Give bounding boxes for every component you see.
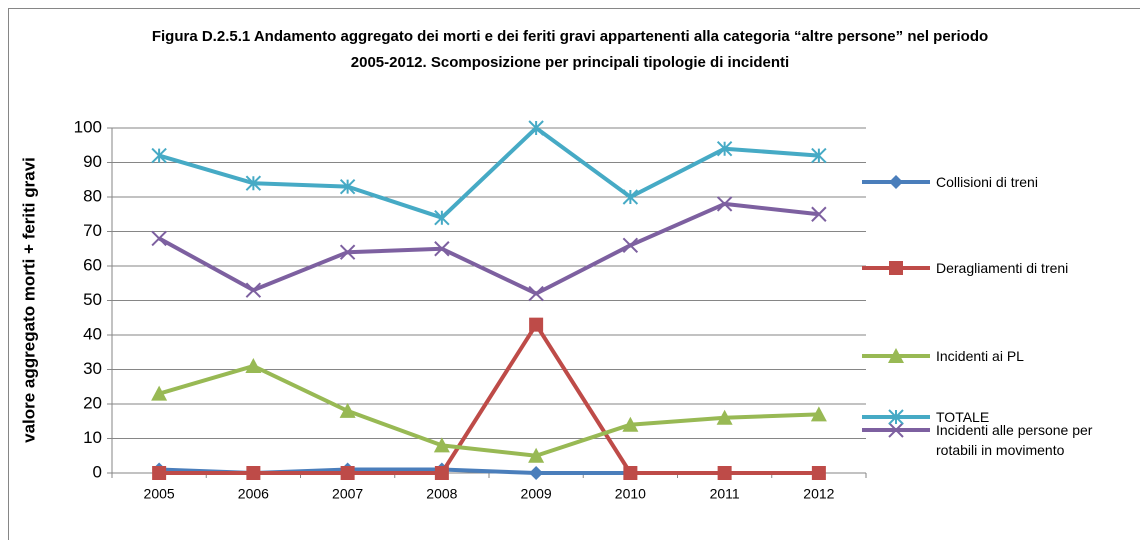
y-tick-label: 100 [74, 117, 102, 136]
y-tick-label: 90 [83, 152, 102, 171]
legend-label: Collisioni di treni [936, 174, 1038, 190]
marker [246, 466, 261, 480]
marker [810, 406, 827, 422]
legend-label: Deragliamenti di treni [936, 260, 1069, 276]
marker [245, 358, 262, 374]
y-tick-label: 0 [93, 462, 102, 481]
x-tick-label: 2006 [238, 486, 269, 502]
legend-label: Incidenti ai PL [936, 348, 1024, 364]
marker [434, 241, 450, 257]
y-tick-label: 50 [83, 290, 102, 309]
marker [623, 466, 638, 480]
x-tick-label: 2010 [615, 486, 646, 502]
legend-label: Incidenti alle persone per rotabili in m… [936, 422, 1093, 458]
x-tick-label: 2007 [332, 486, 363, 502]
marker [622, 237, 639, 254]
marker [528, 447, 545, 463]
y-tick-label: 20 [83, 393, 102, 412]
legend-marker [889, 175, 903, 189]
marker [529, 317, 544, 332]
y-tick-label: 10 [83, 428, 102, 447]
x-tick-label: 2005 [144, 486, 175, 502]
marker [811, 206, 827, 222]
y-axis-label: valore aggregato morti + feriti gravi [19, 157, 38, 443]
series-line [158, 126, 820, 220]
marker [434, 209, 450, 226]
marker [433, 437, 450, 453]
marker [528, 120, 544, 136]
marker [245, 175, 262, 191]
marker [811, 147, 827, 164]
chart-title: Figura D.2.5.1 Andamento aggregato dei m… [151, 28, 989, 71]
marker [339, 244, 356, 260]
legend-marker [888, 422, 904, 438]
marker [340, 466, 355, 480]
series-line [158, 364, 819, 458]
series-line [158, 201, 820, 296]
marker [716, 196, 733, 212]
marker [151, 147, 167, 164]
marker [339, 402, 356, 418]
legend-marker [888, 409, 904, 425]
marker [434, 466, 449, 480]
x-tick-label: 2011 [710, 486, 740, 502]
marker [716, 140, 733, 157]
marker [151, 230, 167, 247]
y-tick-label: 30 [83, 359, 102, 378]
marker [339, 178, 356, 195]
marker [717, 466, 732, 480]
x-tick-label: 2012 [803, 486, 834, 502]
marker [622, 416, 639, 432]
y-tick-label: 60 [83, 255, 102, 274]
legend-marker [888, 348, 904, 363]
x-tick-label: 2009 [521, 486, 552, 502]
series-line [159, 322, 819, 475]
marker [245, 282, 262, 298]
marker [151, 385, 168, 401]
marker [529, 466, 544, 480]
legend-marker [889, 261, 903, 275]
marker [716, 409, 733, 425]
marker [622, 189, 639, 205]
x-tick-label: 2008 [426, 486, 457, 502]
marker [811, 466, 826, 480]
y-tick-label: 80 [83, 186, 102, 205]
y-tick-label: 70 [83, 221, 102, 240]
legend-label: TOTALE [936, 409, 990, 425]
marker [528, 285, 544, 302]
frame [8, 8, 1140, 540]
y-tick-label: 40 [83, 324, 102, 343]
marker [152, 466, 167, 480]
